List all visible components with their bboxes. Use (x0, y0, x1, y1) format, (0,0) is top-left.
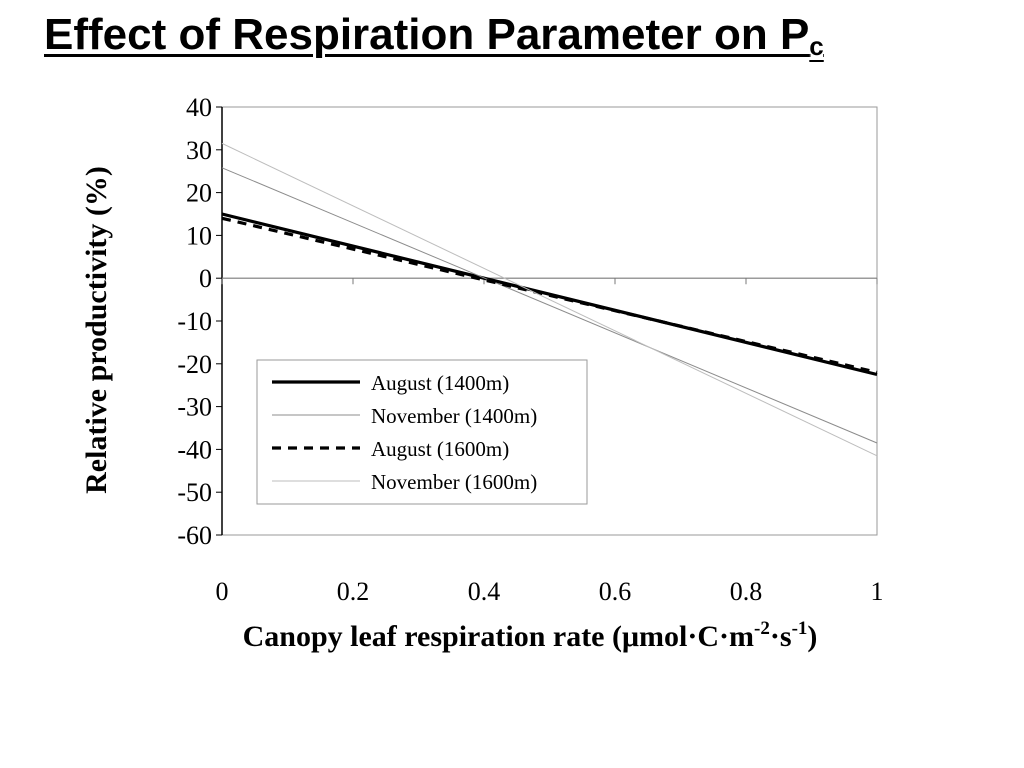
y-axis-label: Relative productivity (%) (80, 166, 113, 494)
y-tick-label: -40 (177, 435, 212, 464)
x-axis-label-unit1: mol (639, 620, 687, 653)
legend-label: November (1600m) (371, 470, 537, 494)
x-axis-label-dot2: · (719, 620, 729, 653)
x-tick-label: 1 (871, 577, 884, 606)
x-axis-label-unit2: C (697, 620, 719, 653)
y-tick-label: 30 (186, 136, 212, 165)
x-tick-label: 0.6 (599, 577, 632, 606)
y-tick-label: 0 (199, 264, 212, 293)
legend-label: November (1400m) (371, 404, 537, 428)
x-axis-label-main: Canopy leaf respiration rate ( (243, 620, 622, 653)
series-group (221, 142, 878, 457)
y-tick-label: -60 (177, 521, 212, 550)
legend: August (1400m) November (1400m) August (16… (256, 359, 588, 505)
legend-label: August (1400m) (371, 371, 509, 395)
x-axis-label-unit4: s (780, 620, 792, 653)
x-axis-label-mu: μ (622, 620, 639, 653)
y-tick-label: 10 (186, 221, 212, 250)
x-axis-label-sup2: -1 (792, 618, 808, 639)
x-axis-ticks: 0 0.2 0.4 0.6 0.8 1 (216, 577, 884, 606)
series-line-3 (221, 216, 878, 374)
y-tick-label: -30 (177, 393, 212, 422)
y-tick-label: -20 (177, 350, 212, 379)
x-axis-label-sup1: -2 (754, 618, 770, 639)
x-axis-label-unit3: m (729, 620, 754, 653)
series-line-4 (221, 142, 878, 457)
legend-box (256, 359, 588, 505)
x-tick-label: 0.8 (730, 577, 763, 606)
x-axis-label-close: ) (807, 620, 817, 653)
x-axis-label: Canopy leaf respiration rate (μmol·C·m-2… (243, 618, 818, 653)
y-tick-label: 20 (186, 179, 212, 208)
y-tick-label: -10 (177, 307, 212, 336)
y-tick-label: 40 (186, 93, 212, 122)
y-axis-ticks: 40 30 20 10 0 -10 -20 -30 -40 -50 -60 (177, 93, 222, 550)
x-axis-label-dot3: · (770, 620, 780, 653)
series-line-2 (221, 167, 878, 444)
slide-title-text: Effect of Respiration Parameter on P (44, 10, 810, 59)
x-tick-label: 0 (216, 577, 229, 606)
x-tick-label: 0.4 (468, 577, 501, 606)
y-tick-label: -50 (177, 478, 212, 507)
x-tick-label: 0.2 (337, 577, 370, 606)
slide-title-subscript: c (809, 31, 824, 61)
legend-label: August (1600m) (371, 437, 509, 461)
slide-title: Effect of Respiration Parameter on Pc (44, 8, 824, 73)
x-axis-label-dot1: · (687, 620, 697, 653)
